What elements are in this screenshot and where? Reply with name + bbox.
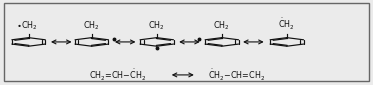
Text: $\dot{\rm C}$H$_2$$-$CH=CH$_2$: $\dot{\rm C}$H$_2$$-$CH=CH$_2$ (208, 67, 265, 83)
Text: CH$_2$=CH$-\dot{\rm C}$H$_2$: CH$_2$=CH$-\dot{\rm C}$H$_2$ (89, 67, 146, 83)
Text: $\dot{\rm C}$H$_2$: $\dot{\rm C}$H$_2$ (279, 17, 295, 32)
Text: CH$_2$: CH$_2$ (148, 20, 165, 32)
Text: CH$_2$: CH$_2$ (84, 20, 100, 32)
FancyBboxPatch shape (4, 3, 369, 81)
Text: $\bullet$CH$_2$: $\bullet$CH$_2$ (16, 20, 38, 32)
Text: CH$_2$: CH$_2$ (213, 20, 230, 32)
